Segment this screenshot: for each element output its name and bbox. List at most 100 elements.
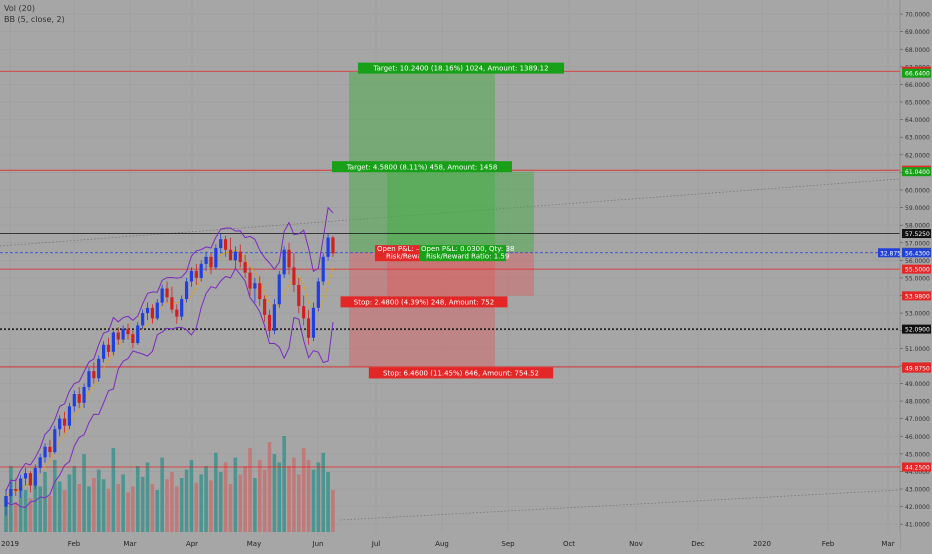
volume-bar[interactable] (248, 448, 252, 532)
volume-bar[interactable] (179, 478, 184, 532)
candle[interactable] (214, 248, 218, 268)
position-profit-zone[interactable] (387, 171, 534, 253)
candle[interactable] (331, 237, 335, 254)
candle[interactable] (150, 307, 154, 319)
volume-bar[interactable] (96, 469, 101, 532)
legend-volume[interactable]: Vol (20) (4, 4, 35, 13)
volume-bar[interactable] (311, 469, 316, 532)
volume-bar[interactable] (28, 498, 33, 532)
candle[interactable] (238, 251, 242, 263)
candle[interactable] (297, 284, 301, 307)
pnl-box-green[interactable] (419, 245, 506, 262)
candle[interactable] (87, 371, 91, 387)
candle[interactable] (155, 302, 159, 319)
candle[interactable] (23, 473, 28, 479)
volume-bar[interactable] (233, 457, 238, 532)
candle[interactable] (272, 304, 276, 331)
candle[interactable] (131, 334, 135, 344)
volume-bar[interactable] (253, 478, 257, 532)
candle[interactable] (14, 489, 18, 491)
volume-bar[interactable] (228, 484, 233, 532)
candle[interactable] (160, 288, 164, 303)
volume-bar[interactable] (243, 466, 247, 532)
pnl-box-red[interactable] (375, 245, 419, 262)
volume-bar[interactable] (199, 474, 203, 532)
volume-bar[interactable] (77, 484, 81, 532)
candle[interactable] (82, 386, 86, 403)
volume-bar[interactable] (204, 466, 208, 532)
candle[interactable] (145, 307, 150, 314)
candle[interactable] (141, 313, 145, 326)
candle[interactable] (253, 283, 257, 289)
candle[interactable] (48, 446, 52, 453)
volume-bar[interactable] (140, 476, 145, 532)
volume-bar[interactable] (57, 481, 62, 532)
candle[interactable] (306, 318, 311, 338)
candle[interactable] (53, 429, 57, 453)
candle[interactable] (38, 457, 42, 468)
candle[interactable] (121, 328, 125, 340)
volume-bar[interactable] (175, 486, 179, 532)
bollinger-basis[interactable] (5, 249, 334, 497)
candle[interactable] (170, 297, 174, 310)
candle[interactable] (67, 406, 72, 426)
candle[interactable] (175, 309, 179, 317)
volume-bar[interactable] (218, 472, 223, 532)
candle[interactable] (43, 446, 47, 458)
candle[interactable] (248, 272, 252, 289)
candle[interactable] (126, 328, 130, 335)
volume-bar[interactable] (72, 466, 77, 532)
candle[interactable] (311, 307, 316, 338)
candle[interactable] (165, 288, 169, 298)
volume-bar[interactable] (165, 479, 169, 532)
volume-bar[interactable] (297, 474, 301, 532)
volume-bar[interactable] (257, 460, 262, 532)
volume-bar[interactable] (223, 462, 228, 532)
candle[interactable] (106, 344, 111, 352)
volume-bar[interactable] (301, 448, 306, 532)
candle[interactable] (33, 467, 37, 486)
candle[interactable] (326, 237, 330, 257)
candle[interactable] (224, 239, 228, 250)
volume-bar[interactable] (277, 462, 282, 532)
candle[interactable] (287, 249, 291, 268)
volume-bar[interactable] (321, 452, 325, 532)
volume-bar[interactable] (155, 490, 160, 532)
volume-bar[interactable] (292, 457, 296, 532)
candle[interactable] (77, 394, 81, 403)
volume-bar[interactable] (101, 479, 106, 532)
candle[interactable] (321, 256, 325, 282)
volume-bar[interactable] (67, 474, 72, 532)
volume-bar[interactable] (106, 488, 111, 532)
candle[interactable] (28, 473, 32, 486)
candle[interactable] (282, 249, 286, 275)
volume-bar[interactable] (87, 486, 91, 532)
volume-bar[interactable] (135, 466, 140, 532)
volume-bar[interactable] (194, 482, 199, 532)
candle[interactable] (209, 256, 213, 268)
volume-bar[interactable] (92, 478, 96, 532)
volume-bar[interactable] (184, 469, 189, 532)
volume-bar[interactable] (326, 472, 330, 532)
volume-bar[interactable] (43, 472, 47, 532)
candle[interactable] (92, 371, 96, 379)
volume-bar[interactable] (306, 460, 311, 532)
candle[interactable] (204, 256, 208, 264)
candle[interactable] (4, 496, 8, 507)
trend-line-lower[interactable] (339, 489, 901, 521)
candle[interactable] (180, 299, 184, 317)
volume-bar[interactable] (262, 469, 267, 532)
candle[interactable] (58, 418, 62, 430)
candle[interactable] (189, 270, 194, 282)
candle[interactable] (136, 325, 140, 344)
volume-bar[interactable] (282, 436, 286, 532)
volume-bar[interactable] (272, 454, 277, 532)
candle[interactable] (102, 344, 106, 359)
volume-bar[interactable] (214, 452, 218, 532)
candle[interactable] (228, 249, 233, 261)
candle[interactable] (316, 281, 320, 308)
volume-bar[interactable] (238, 474, 243, 532)
bollinger-upper[interactable] (5, 206, 334, 492)
